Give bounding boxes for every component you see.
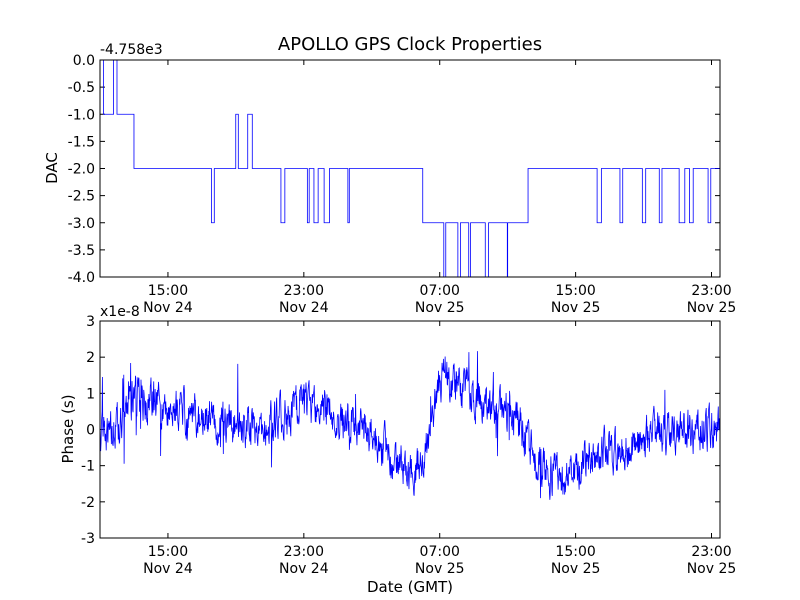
dac-xtick-date: Nov 25: [687, 300, 737, 316]
phase-xtick-date: Nov 25: [551, 561, 601, 577]
phase-line: [100, 351, 720, 500]
dac-series: [100, 60, 720, 277]
dac-line: [100, 60, 720, 277]
dac-xtick-date: Nov 24: [279, 300, 329, 316]
chart-title: APOLLO GPS Clock Properties: [278, 34, 542, 55]
dac-ytick-label: -0.5: [68, 80, 95, 96]
phase-xtick-time: 23:00: [691, 544, 731, 560]
dac-ytick-label: -3.0: [68, 216, 95, 232]
dac-ticks: 0.0 -0.5 -1.0 -1.5 -2.0 -2.5 -3.0 -3.5 -4.0 15:00…: [68, 53, 737, 316]
dac-offset-label: -4.758e3: [100, 42, 163, 58]
phase-ytick-label: -2: [81, 495, 95, 511]
dac-xtick-date: Nov 25: [551, 300, 601, 316]
dac-ytick-label: 0.0: [73, 53, 95, 69]
dac-ytick-label: -2.0: [68, 162, 95, 178]
phase-ytick-label: -3: [81, 531, 95, 547]
dac-xtick-date: Nov 25: [415, 300, 465, 316]
dac-ytick-label: -1.0: [68, 107, 95, 123]
dac-xtick-time: 23:00: [691, 283, 731, 299]
phase-xtick-date: Nov 24: [279, 561, 329, 577]
phase-xtick-time: 15:00: [148, 544, 188, 560]
dac-panel: -4.758e3 0.0 -0.5 -1.0 -1.5 -2.0 -2.5 -3.0 -3.5…: [43, 42, 736, 316]
phase-ytick-label: 3: [86, 314, 95, 330]
dac-xtick-date: Nov 24: [143, 300, 193, 316]
phase-ytick-label: 1: [86, 386, 95, 402]
phase-ylabel: Phase (s): [59, 394, 77, 463]
dac-xtick-time: 15:00: [555, 283, 595, 299]
dac-ytick-label: -3.5: [68, 243, 95, 259]
dac-xtick-time: 07:00: [420, 283, 460, 299]
dac-ytick-label: -2.5: [68, 189, 95, 205]
phase-ytick-label: -1: [81, 459, 95, 475]
phase-axes-frame: [99, 320, 721, 539]
phase-xlabel: Date (GMT): [367, 578, 453, 596]
phase-xtick-date: Nov 24: [143, 561, 193, 577]
phase-ytick-label: 2: [86, 350, 95, 366]
phase-offset-label: x1e-8: [100, 304, 140, 320]
phase-ytick-label: 0: [86, 423, 95, 439]
phase-xtick-time: 23:00: [284, 544, 324, 560]
dac-ytick-label: -4.0: [68, 270, 95, 286]
phase-xtick-time: 07:00: [420, 544, 460, 560]
phase-xtick-time: 15:00: [555, 544, 595, 560]
dac-xtick-time: 15:00: [148, 283, 188, 299]
dac-xtick-time: 23:00: [284, 283, 324, 299]
phase-series: [100, 351, 720, 500]
phase-xtick-date: Nov 25: [415, 561, 465, 577]
dac-ylabel: DAC: [43, 152, 61, 184]
dac-ytick-label: -1.5: [68, 134, 95, 150]
dac-axes-frame: [99, 59, 721, 278]
phase-xtick-date: Nov 25: [687, 561, 737, 577]
